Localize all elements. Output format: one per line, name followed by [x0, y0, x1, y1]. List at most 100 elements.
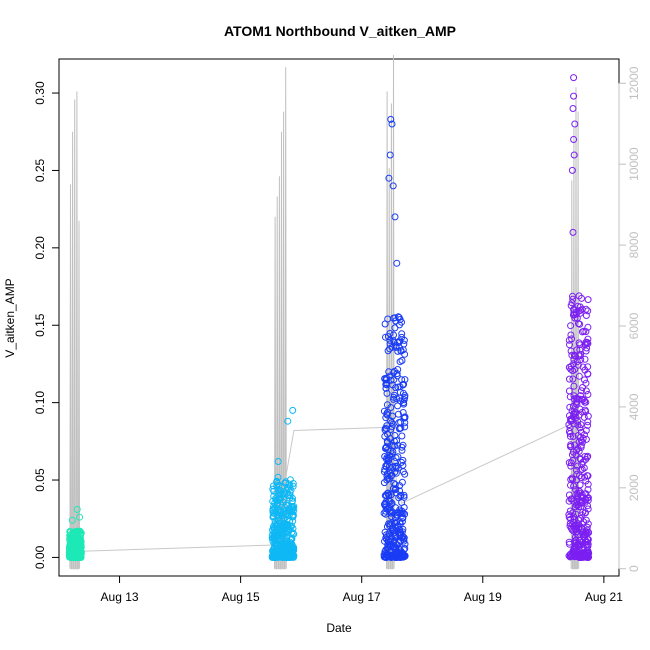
data-point: [581, 531, 589, 539]
data-point: [385, 475, 393, 482]
data-point: [577, 441, 585, 449]
data-point: [286, 491, 294, 499]
data-point: [570, 136, 578, 143]
data-point: [388, 553, 396, 561]
data-point: [280, 540, 288, 548]
x-axis: Aug 13 Aug 15 Aug 17 Aug 19 Aug 21: [101, 575, 623, 604]
data-point: [565, 513, 573, 521]
y2-tick-label: 6000: [627, 312, 641, 339]
data-point: [398, 432, 406, 440]
connector-line-layer: [81, 423, 571, 552]
data-point: [569, 295, 577, 303]
data-point: [574, 531, 582, 539]
data-point: [570, 92, 578, 100]
data-point: [578, 497, 586, 505]
secondary-series-layer: [69, 54, 580, 570]
data-point: [396, 492, 404, 500]
data-point: [574, 540, 582, 548]
data-point: [388, 423, 396, 431]
data-point: [288, 534, 296, 542]
data-point: [383, 455, 390, 463]
data-point: [273, 540, 281, 548]
data-point: [577, 306, 585, 314]
data-point: [578, 524, 586, 532]
data-point: [391, 544, 399, 552]
data-point: [584, 391, 592, 398]
data-point: [567, 365, 575, 373]
data-point: [570, 74, 578, 82]
data-point: [398, 518, 406, 526]
data-point: [574, 462, 582, 470]
data-point: [385, 542, 393, 550]
data-point: [382, 534, 390, 542]
data-point: [584, 323, 592, 331]
data-point: [285, 511, 293, 519]
data-point: [574, 552, 582, 560]
data-point: [382, 546, 390, 554]
data-point: [283, 515, 291, 523]
data-point: [570, 382, 578, 390]
data-point: [573, 346, 581, 354]
data-point: [382, 380, 390, 388]
y2-tick-label: 12000: [627, 66, 641, 100]
y-tick-label: 0.10: [33, 391, 47, 415]
data-point: [278, 530, 285, 538]
data-point: [383, 389, 391, 397]
data-point: [584, 505, 592, 513]
data-point: [401, 413, 409, 421]
data-point: [284, 417, 292, 425]
x-tick-label: Aug 13: [101, 590, 139, 604]
data-point: [399, 514, 407, 522]
data-point: [582, 427, 590, 434]
data-point: [398, 330, 406, 338]
data-point: [380, 509, 388, 517]
data-point: [567, 476, 575, 483]
data-point: [286, 488, 294, 496]
data-point: [581, 355, 589, 363]
data-point: [383, 401, 391, 409]
data-point: [399, 441, 407, 449]
data-point: [576, 346, 584, 354]
data-point: [399, 456, 407, 464]
data-point: [381, 320, 389, 328]
data-point: [290, 553, 298, 561]
data-point: [567, 322, 575, 330]
data-point: [285, 485, 293, 493]
data-point: [575, 320, 582, 328]
data-point: [393, 259, 401, 267]
data-point: [385, 497, 393, 505]
data-point: [571, 503, 579, 511]
data-point: [579, 384, 586, 391]
data-point: [570, 151, 578, 159]
data-point: [282, 479, 290, 487]
data-point: [566, 403, 574, 411]
y-tick-label: 0.30: [33, 81, 47, 105]
data-point: [390, 338, 398, 346]
data-point: [384, 333, 392, 341]
data-point: [570, 306, 578, 314]
y2-tick-label: 8000: [627, 231, 641, 258]
data-point: [397, 424, 405, 432]
data-point: [382, 384, 390, 392]
data-point: [569, 375, 577, 383]
data-point: [569, 105, 577, 112]
data-point: [396, 321, 403, 329]
data-point: [272, 553, 280, 560]
y-tick-label: 0.05: [33, 468, 47, 492]
data-point: [272, 509, 280, 517]
data-point: [385, 368, 393, 376]
data-point: [383, 470, 391, 478]
chart-title: ATOM1 Northbound V_aitken_AMP: [224, 23, 456, 39]
data-point: [398, 552, 406, 560]
data-point: [574, 417, 582, 425]
data-point: [583, 339, 591, 346]
data-point: [392, 532, 400, 540]
data-point: [268, 553, 276, 561]
data-point: [73, 531, 81, 539]
data-point: [394, 464, 402, 472]
y2-tick-label: 0: [627, 565, 641, 572]
data-point: [566, 540, 573, 548]
data-point: [280, 520, 288, 528]
data-point: [282, 553, 290, 561]
data-point: [388, 519, 396, 527]
